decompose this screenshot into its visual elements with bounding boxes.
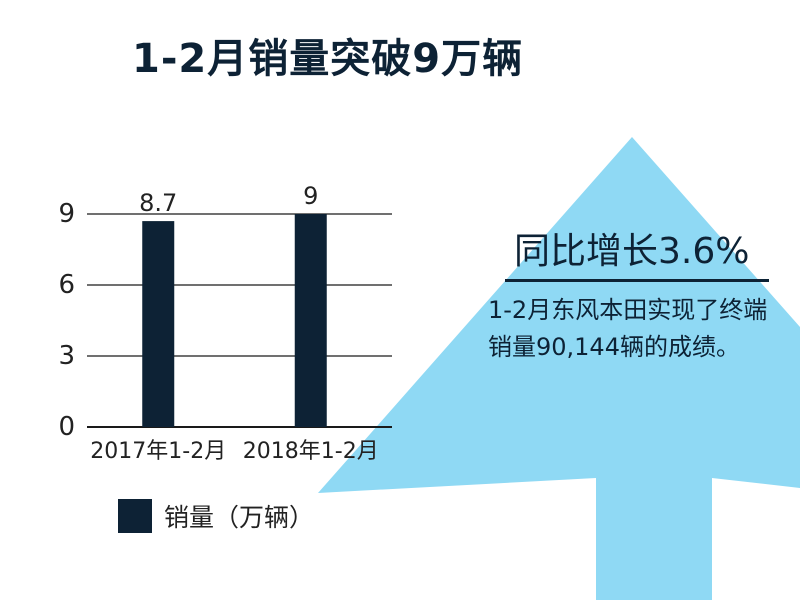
y-tick-label: 0 xyxy=(58,412,75,442)
chart-bar xyxy=(294,214,327,427)
chart-data-labels: 8.7 9 xyxy=(139,182,318,217)
legend-swatch xyxy=(118,499,152,533)
bar-data-label: 8.7 xyxy=(139,189,177,217)
x-category-label: 2018年1-2月 xyxy=(243,439,379,464)
chart-legend: 销量（万辆） xyxy=(118,498,314,534)
y-tick-label: 6 xyxy=(58,270,75,300)
bar-data-label: 9 xyxy=(303,182,318,210)
x-category-label: 2017年1-2月 xyxy=(90,439,226,464)
y-tick-label: 9 xyxy=(58,199,75,229)
description-text: 1-2月东风本田实现了终端销量90,144辆的成绩。 xyxy=(488,296,768,361)
page-title: 1-2月销量突破9万辆 xyxy=(132,36,524,82)
headline-underline xyxy=(505,279,769,282)
legend-label: 销量（万辆） xyxy=(164,503,315,532)
chart-bar xyxy=(142,221,175,427)
chart-bars xyxy=(142,214,327,427)
chart-y-axis-ticks: 0 3 6 9 xyxy=(58,199,75,442)
y-tick-label: 3 xyxy=(58,341,75,371)
growth-headline: 同比增长3.6% xyxy=(514,231,750,272)
chart-gridlines xyxy=(87,213,392,428)
chart-x-axis-labels: 2017年1-2月 2018年1-2月 xyxy=(90,439,378,464)
